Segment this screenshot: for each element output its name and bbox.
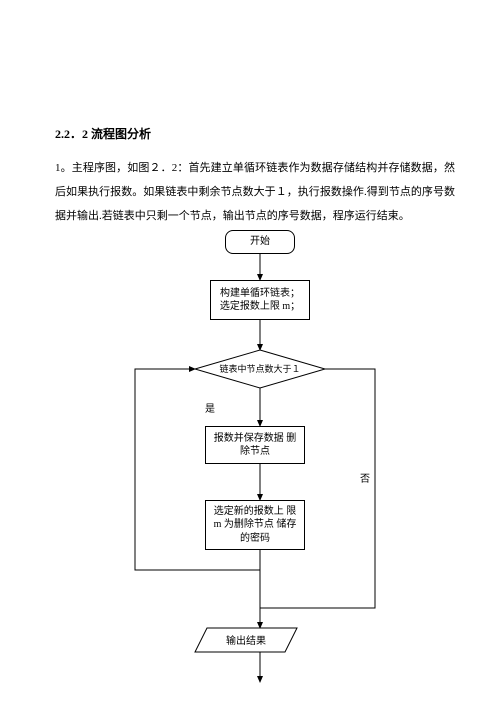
flow-node-start: 开始 [225, 230, 295, 254]
flow-node-build-label: 构建单循环链表； 选定报数上限 m； [215, 287, 305, 314]
flow-node-decision-label: 链表中节点数大于１ [219, 363, 300, 374]
flow-node-select: 选定新的报数上 限 m 为删除节点 储存的密码 [205, 500, 305, 550]
section-heading: 2.2．2 流程图分析 [55, 125, 455, 142]
flow-label-no: 否 [360, 470, 370, 485]
section-paragraph: 1。主程序图，如图２．2：首先建立单循环链表作为数据存储结构并存储数据，然后如果… [55, 156, 455, 229]
flow-node-count-label: 报数并保存数据 删除节点 [210, 432, 300, 459]
flow-node-count: 报数并保存数据 删除节点 [205, 426, 305, 464]
flow-label-yes: 是 [205, 400, 215, 415]
page-content: 2.2．2 流程图分析 1。主程序图，如图２．2：首先建立单循环链表作为数据存储… [55, 125, 455, 235]
flow-node-build: 构建单循环链表； 选定报数上限 m； [210, 280, 310, 320]
flow-node-select-label: 选定新的报数上 限 m 为删除节点 储存的密码 [210, 505, 300, 546]
flowchart: 链表中节点数大于１ 输出结果 开始 构建单循环链表； 选定报数上限 m； 报数并保… [55, 230, 455, 700]
flow-node-start-label: 开始 [250, 235, 270, 249]
flow-node-output-label: 输出结果 [226, 634, 266, 647]
